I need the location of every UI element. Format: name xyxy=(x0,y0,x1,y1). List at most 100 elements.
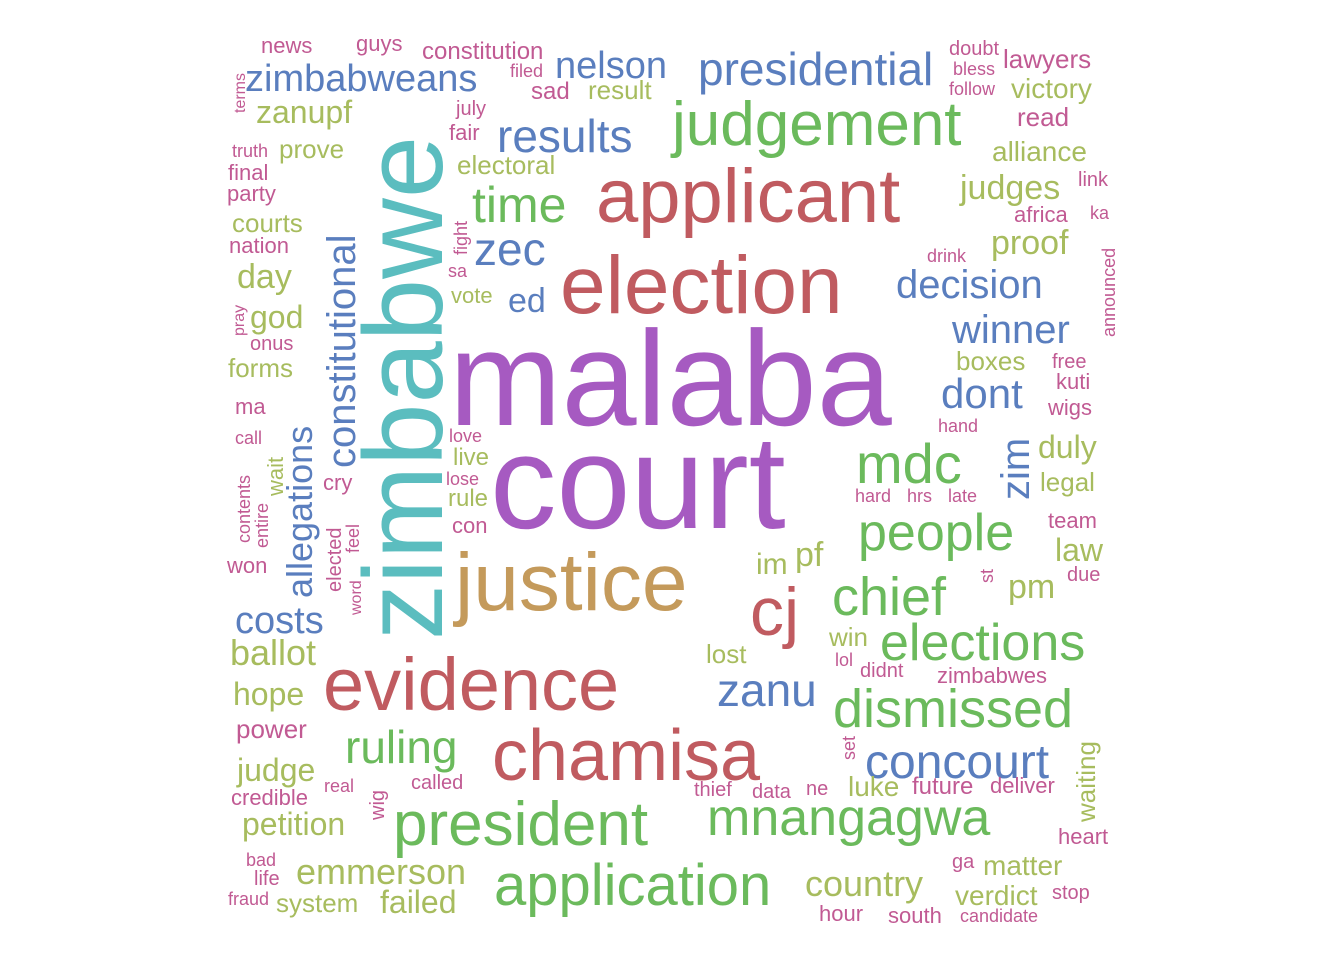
word-god: god xyxy=(250,299,303,335)
word-pray: pray xyxy=(231,305,248,336)
word-decision: decision xyxy=(896,263,1043,307)
word-hard: hard xyxy=(855,486,891,506)
word-zanupf: zanupf xyxy=(256,94,352,130)
word-call: call xyxy=(235,428,262,448)
word-life: life xyxy=(254,868,280,890)
word-pf: pf xyxy=(795,536,824,574)
word-hand: hand xyxy=(938,416,978,436)
word-evidence: evidence xyxy=(323,643,619,726)
word-fraud: fraud xyxy=(228,889,269,909)
word-hope: hope xyxy=(233,676,304,712)
word-day: day xyxy=(237,258,292,296)
word-mdc: mdc xyxy=(856,432,962,495)
word-election: election xyxy=(560,240,843,331)
word-emmerson: emmerson xyxy=(296,851,466,892)
word-elected: elected xyxy=(324,528,346,593)
word-allegations: allegations xyxy=(279,426,320,598)
word-win: win xyxy=(828,622,868,652)
word-heart: heart xyxy=(1058,824,1108,849)
word-im: im xyxy=(756,548,788,581)
word-ed: ed xyxy=(508,282,546,320)
word-dismissed: dismissed xyxy=(833,679,1073,739)
word-winner: winner xyxy=(951,308,1070,352)
word-cj: cj xyxy=(750,574,799,650)
word-ruling: ruling xyxy=(345,721,458,773)
word-court: court xyxy=(490,409,786,557)
word-alliance: alliance xyxy=(992,136,1087,167)
word-truth: truth xyxy=(232,141,268,161)
word-electoral: electoral xyxy=(457,150,555,180)
word-july: july xyxy=(455,98,486,120)
word-constitution: constitution xyxy=(422,38,543,65)
word-filed: filed xyxy=(510,61,543,81)
word-luke: luke xyxy=(848,771,899,802)
word-hrs: hrs xyxy=(907,486,932,506)
word-ga: ga xyxy=(952,851,975,873)
word-sa: sa xyxy=(448,261,468,281)
word-president: president xyxy=(393,790,648,859)
word-candidate: candidate xyxy=(960,906,1038,926)
word-lose: lose xyxy=(446,469,479,489)
word-read: read xyxy=(1017,102,1069,132)
word-malaba: malaba xyxy=(449,303,893,454)
word-law: law xyxy=(1055,532,1104,568)
word-contents: contents xyxy=(234,475,254,543)
word-deliver: deliver xyxy=(990,773,1055,798)
word-lol: lol xyxy=(835,650,853,670)
word-lawyers: lawyers xyxy=(1003,44,1091,74)
word-fight: fight xyxy=(451,221,471,255)
word-justice: justice xyxy=(453,537,687,628)
word-legal: legal xyxy=(1040,467,1095,497)
word-chamisa: chamisa xyxy=(492,716,761,796)
word-team: team xyxy=(1048,508,1097,533)
word-future: future xyxy=(912,773,973,800)
word-country: country xyxy=(805,863,923,904)
word-thief: thief xyxy=(694,779,732,801)
word-wig: wig xyxy=(367,790,389,821)
word-costs: costs xyxy=(235,600,324,642)
word-real: real xyxy=(324,776,354,796)
word-result: result xyxy=(588,75,652,105)
word-data: data xyxy=(752,781,792,803)
word-live: live xyxy=(453,444,489,471)
word-judgement: judgement xyxy=(670,90,962,159)
word-zimbabwe: zimbabwe xyxy=(341,136,466,640)
word-kuti: kuti xyxy=(1056,369,1090,394)
word-won: won xyxy=(226,553,267,578)
word-lost: lost xyxy=(706,639,747,669)
word-time: time xyxy=(472,177,566,233)
word-bless: bless xyxy=(953,59,995,79)
word-due: due xyxy=(1067,564,1100,586)
word-rule: rule xyxy=(448,485,488,512)
word-set: set xyxy=(839,736,859,760)
word-news: news xyxy=(261,33,312,58)
word-results: results xyxy=(497,110,632,162)
word-bad: bad xyxy=(246,850,276,870)
word-prove: prove xyxy=(279,134,344,164)
word-terms: terms xyxy=(232,73,249,113)
word-verdict: verdict xyxy=(955,880,1038,911)
word-zanu: zanu xyxy=(717,664,817,716)
word-failed: failed xyxy=(380,884,457,920)
word-matter: matter xyxy=(983,850,1062,881)
word-dont: dont xyxy=(941,370,1023,417)
word-follow: follow xyxy=(949,79,996,99)
word-guys: guys xyxy=(356,31,402,56)
word-chief: chief xyxy=(832,567,947,627)
word-people: people xyxy=(858,504,1014,562)
word-didnt: didnt xyxy=(860,660,904,682)
word-duly: duly xyxy=(1038,429,1097,465)
word-con: con xyxy=(452,513,487,538)
word-zimbabwes: zimbabwes xyxy=(937,663,1047,688)
word-forms: forms xyxy=(228,353,293,383)
word-hour: hour xyxy=(819,901,863,926)
word-entire: entire xyxy=(252,503,272,548)
word-sad: sad xyxy=(531,78,570,105)
word-mnangagwa: mnangagwa xyxy=(707,789,990,847)
word-late: late xyxy=(948,486,977,506)
word-zim: zim xyxy=(994,438,1038,500)
word-zimbabweans: zimbabweans xyxy=(245,58,477,100)
word-boxes: boxes xyxy=(956,346,1025,376)
word-nelson: nelson xyxy=(555,45,667,87)
